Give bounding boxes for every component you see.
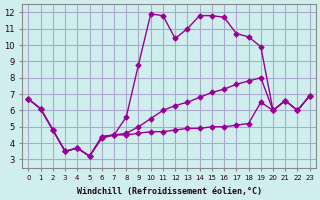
X-axis label: Windchill (Refroidissement éolien,°C): Windchill (Refroidissement éolien,°C) <box>76 187 261 196</box>
